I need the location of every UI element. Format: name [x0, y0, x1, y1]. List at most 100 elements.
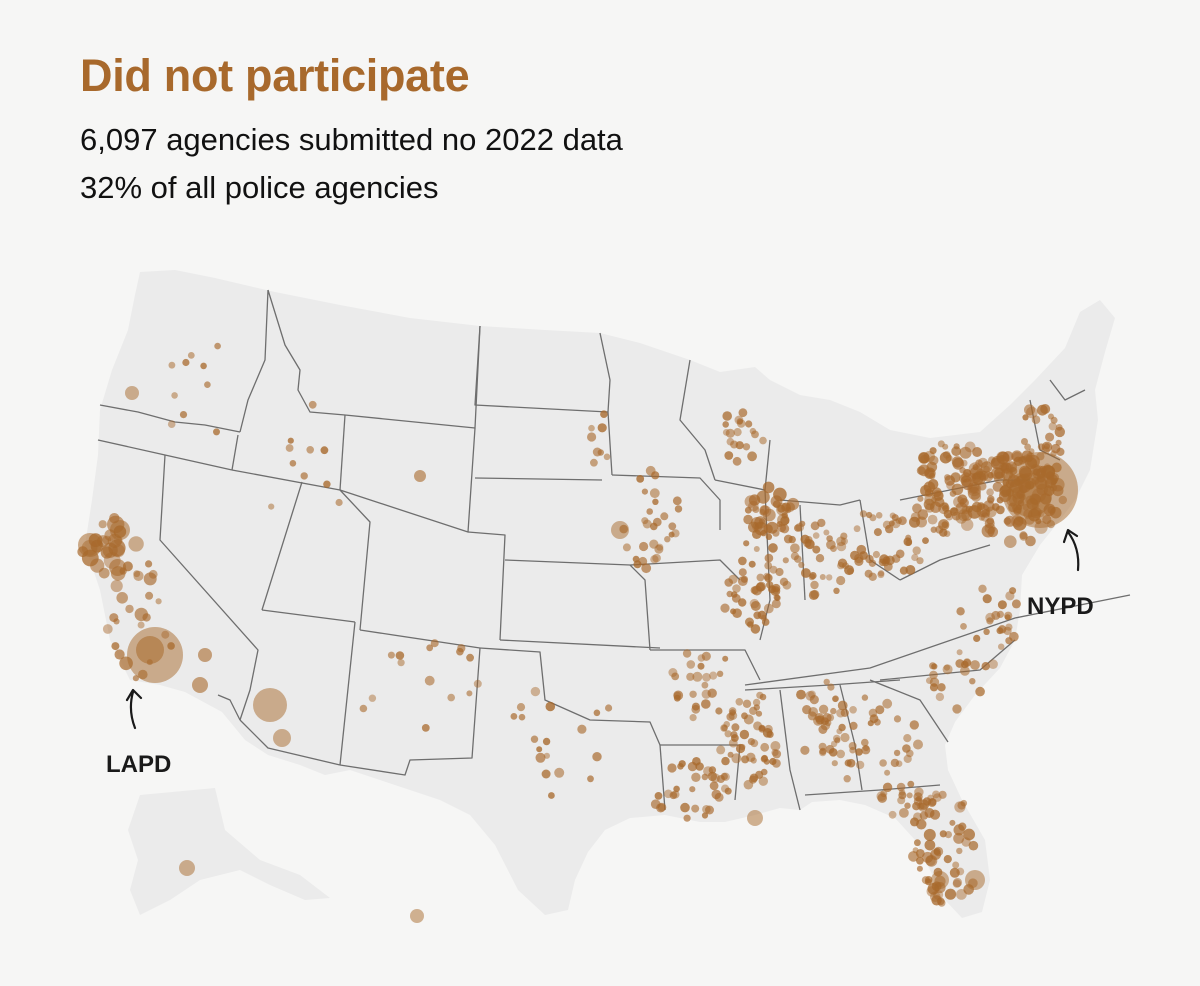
agency-dot — [1004, 614, 1011, 621]
agency-dot — [709, 671, 718, 680]
agency-dot — [794, 555, 802, 563]
border-wa-id — [239, 289, 269, 433]
agency-dot — [790, 543, 800, 553]
agency-dot — [796, 689, 806, 700]
agency-dot — [414, 470, 426, 482]
agency-dot — [760, 755, 768, 763]
agency-dot — [748, 500, 759, 512]
agency-dot — [917, 495, 924, 502]
agency-dot — [1021, 438, 1028, 445]
agency-dot — [335, 498, 343, 507]
agency-dot — [320, 446, 329, 455]
agency-dot — [937, 683, 946, 692]
agency-dot — [980, 510, 987, 517]
agency-dot — [1019, 531, 1028, 540]
agency-dot — [936, 897, 945, 906]
lapd-label: LAPD — [106, 751, 171, 778]
agency-dot — [759, 505, 770, 515]
agency-dot — [724, 730, 732, 738]
agency-dot — [910, 512, 921, 522]
agency-dot — [749, 706, 758, 716]
agency-dot — [397, 659, 405, 667]
agency-dot — [809, 695, 819, 705]
agency-dot — [213, 428, 220, 436]
border-ok-tx — [479, 647, 661, 746]
agency-dot — [683, 814, 691, 822]
agency-dot — [466, 690, 473, 697]
agency-dot — [743, 779, 754, 790]
border-ne-ks — [504, 559, 631, 566]
agency-dot — [701, 699, 711, 709]
agency-dot — [755, 710, 763, 717]
agency-dot — [906, 792, 913, 799]
agency-dot — [909, 720, 919, 730]
agency-dot — [722, 655, 729, 662]
border-nd-mn — [599, 332, 613, 476]
agency-dot — [654, 792, 663, 800]
agency-dot — [78, 533, 102, 557]
agency-dot — [879, 759, 887, 767]
agency-dot — [961, 660, 969, 669]
agency-dot — [986, 617, 994, 625]
agency-dot — [672, 496, 682, 506]
agency-dot — [145, 560, 153, 568]
agency-dot — [903, 734, 912, 743]
agency-dot — [877, 571, 885, 579]
agency-dot — [868, 559, 877, 567]
agency-dot — [745, 617, 754, 627]
agency-dot — [543, 752, 551, 759]
agency-dot — [907, 780, 915, 788]
agency-dot — [847, 567, 854, 575]
agency-dot — [972, 447, 983, 457]
border-ga-sc — [869, 679, 949, 743]
agency-dot — [752, 506, 760, 513]
agency-dot — [750, 601, 761, 611]
agency-dot — [859, 510, 868, 518]
border-mn-wi — [679, 359, 716, 481]
agency-dot — [959, 446, 972, 459]
agency-dot — [125, 386, 139, 400]
agency-dot — [976, 468, 985, 478]
agency-dot — [750, 624, 761, 634]
border-id-mt — [267, 289, 346, 416]
agency-dot — [911, 553, 919, 562]
agency-dot — [1051, 443, 1061, 454]
agency-dot — [881, 558, 890, 567]
agency-dot — [912, 546, 921, 555]
agency-dot — [956, 649, 963, 656]
agency-dot — [930, 526, 937, 533]
agency-dot — [868, 572, 877, 581]
agency-dot — [702, 672, 711, 682]
agency-dot — [823, 678, 830, 686]
agency-dot — [749, 773, 759, 783]
agency-dot — [410, 909, 424, 923]
agency-dot — [368, 694, 377, 702]
agency-dot — [600, 410, 608, 419]
agency-dot — [987, 495, 995, 503]
agency-dot — [749, 598, 760, 609]
agency-dot — [182, 358, 190, 367]
agency-dot — [738, 556, 747, 566]
agency-dot — [535, 752, 546, 763]
agency-dot — [622, 543, 631, 552]
agency-dot — [981, 461, 993, 473]
agency-dot — [757, 610, 767, 620]
agency-dot — [102, 624, 113, 634]
agency-dot — [872, 550, 881, 559]
agency-dot — [424, 675, 435, 686]
agency-dot — [750, 757, 757, 764]
agency-dot — [849, 706, 857, 714]
agency-dot — [969, 678, 976, 685]
agency-dot — [744, 506, 752, 514]
border-nm-tx — [339, 647, 481, 776]
agency-dot — [674, 505, 683, 513]
agency-dot — [885, 524, 894, 534]
agency-dot — [682, 649, 692, 658]
agency-dot — [1004, 535, 1017, 548]
agency-dot — [168, 361, 176, 369]
agency-dot — [691, 804, 700, 813]
border-ne-states — [1049, 379, 1086, 401]
agency-dot — [849, 746, 856, 754]
agency-dot — [737, 576, 748, 586]
agency-dot — [588, 424, 595, 432]
